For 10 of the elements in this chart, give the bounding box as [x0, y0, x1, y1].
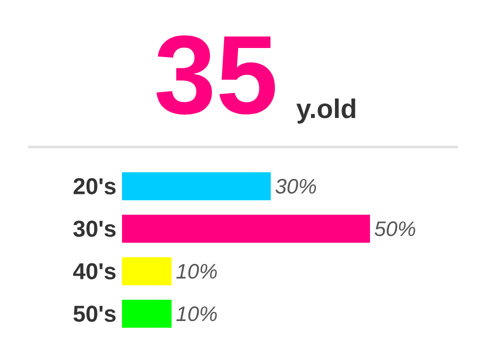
y-tick-label: 40's [73, 263, 116, 280]
y-tick-label: 30's [73, 220, 116, 237]
chart-subtitle: y.old [296, 98, 356, 124]
y-tick-label: 20's [74, 178, 116, 194]
data-label: 30% [275, 178, 316, 194]
chart-title: 35 [156, 35, 275, 115]
data-label: 50% [374, 221, 416, 236]
data-label: 10% [176, 264, 217, 279]
data-label: 10% [176, 306, 217, 322]
y-tick-label: 50's [74, 306, 116, 322]
